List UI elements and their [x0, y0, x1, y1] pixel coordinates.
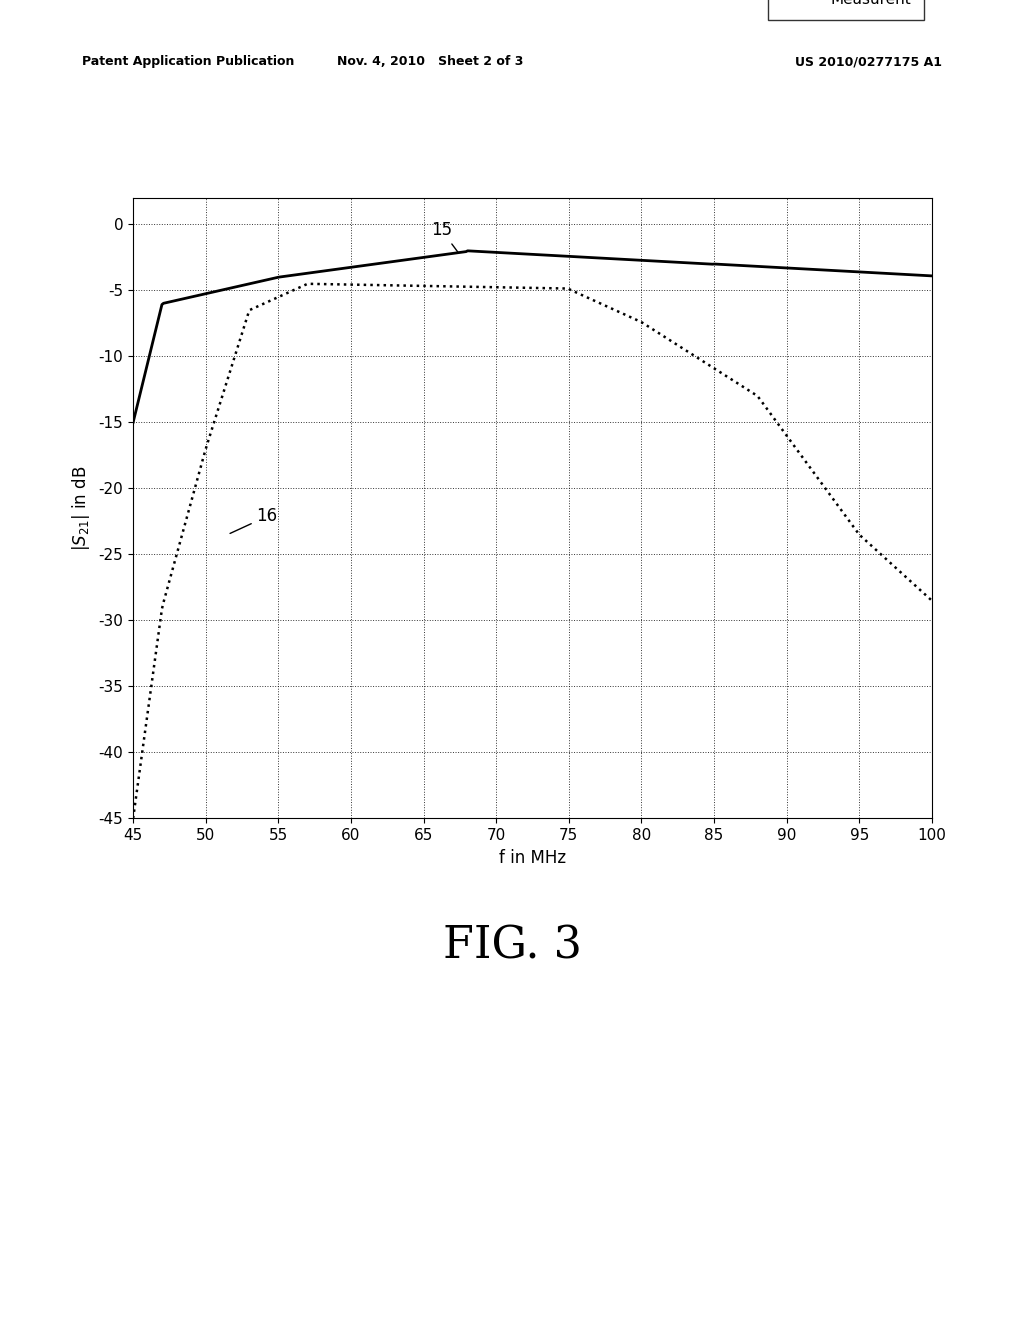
Line: Simulation: Simulation: [133, 251, 932, 422]
Simulation: [908, 267, 921, 282]
Simulation: [127, 414, 139, 430]
Text: Nov. 4, 2010   Sheet 2 of 3: Nov. 4, 2010 Sheet 2 of 3: [337, 55, 523, 69]
Simulation: [513, 246, 525, 261]
X-axis label: f in MHz: f in MHz: [499, 849, 566, 867]
Text: Patent Application Publication: Patent Application Publication: [82, 55, 294, 69]
Y-axis label: $|S_{21}|$ in dB: $|S_{21}|$ in dB: [70, 466, 91, 550]
Measurent: [301, 276, 313, 292]
Measurent: [908, 577, 921, 593]
Measurent: [561, 281, 573, 297]
Measurent: [127, 810, 139, 826]
Simulation: [508, 246, 520, 261]
Simulation: [604, 251, 616, 267]
Simulation: [561, 248, 573, 264]
Measurent: [783, 432, 796, 447]
Text: FIG. 3: FIG. 3: [442, 924, 582, 968]
Measurent: [513, 280, 525, 296]
Measurent: [604, 300, 616, 315]
Line: Measurent: Measurent: [133, 284, 932, 818]
Simulation: [926, 268, 938, 284]
Simulation: [783, 260, 796, 276]
Legend: Simulation, Measurent: Simulation, Measurent: [768, 0, 925, 20]
Measurent: [926, 593, 938, 609]
Text: 16: 16: [230, 507, 278, 533]
Simulation: [462, 243, 474, 259]
Text: 15: 15: [431, 220, 458, 252]
Text: US 2010/0277175 A1: US 2010/0277175 A1: [795, 55, 942, 69]
Measurent: [508, 280, 520, 296]
